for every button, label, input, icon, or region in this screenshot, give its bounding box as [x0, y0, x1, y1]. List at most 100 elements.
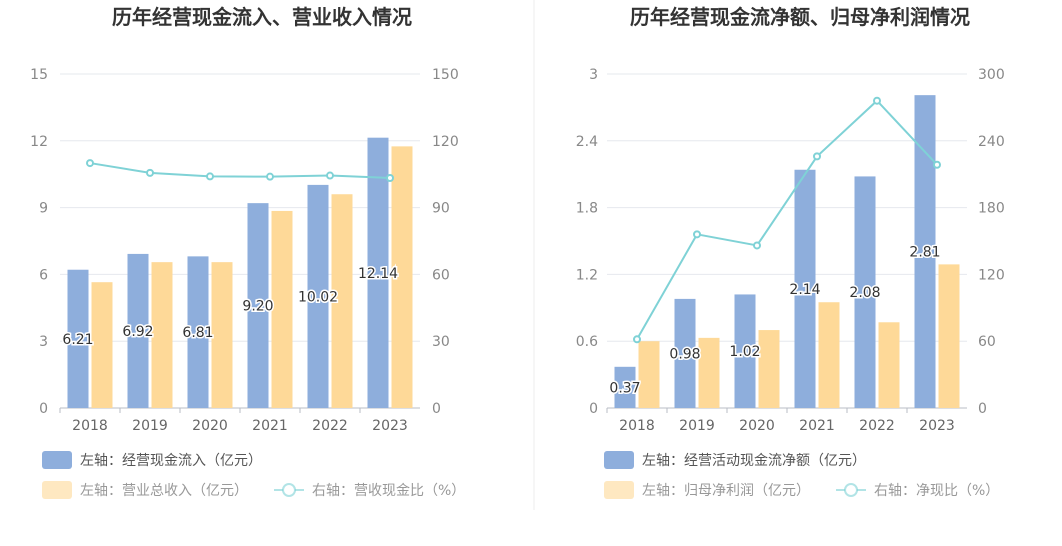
left-axis-tick: 12 [30, 134, 48, 150]
left-axis-tick: 1.8 [576, 201, 598, 217]
x-axis-tick: 2021 [799, 418, 835, 434]
x-axis-tick: 2019 [679, 418, 715, 434]
legend-label: 左轴：经营活动现金流净额（亿元） [642, 453, 866, 469]
right-axis-tick: 240 [978, 134, 1005, 150]
bar-value-label: 9.20 [242, 299, 273, 315]
bar-series-1 [127, 253, 149, 408]
legend-label: 左轴：经营现金流入（亿元） [80, 453, 262, 469]
right-axis-tick: 60 [978, 334, 996, 350]
left-axis-tick: 9 [39, 201, 48, 217]
legend-swatch-bar [604, 481, 634, 499]
bar-value-label: 10.02 [298, 289, 338, 305]
x-axis-tick: 2018 [619, 418, 655, 434]
ratio-point [266, 172, 274, 181]
chart-1: 历年经营现金流入、营业收入情况 0 0 3 30 6 60 9 90 12 120 15 150 2018… [30, 5, 465, 499]
legend-swatch-point [282, 483, 296, 497]
x-axis-tick: 2021 [252, 418, 288, 434]
left-axis-tick: 0.6 [576, 334, 598, 350]
ratio-point [633, 335, 641, 344]
bar-value-label: 6.21 [62, 332, 93, 348]
bar-series-2 [331, 194, 353, 408]
bar-series-1 [914, 95, 936, 409]
legend-label: 右轴：营收现金比（%） [312, 483, 465, 499]
bar-series-1 [794, 169, 816, 408]
x-axis-tick: 2020 [739, 418, 775, 434]
bar-series-2 [938, 264, 960, 408]
bar-series-2 [698, 337, 720, 408]
bar-series-1 [614, 366, 636, 408]
bar-value-label: 1.02 [729, 344, 760, 360]
legend-label: 右轴：净现比（%） [874, 483, 999, 499]
legend-swatch-bar [604, 451, 634, 469]
bar-series-1 [67, 269, 89, 408]
ratio-point [86, 159, 94, 168]
left-axis-tick: 2.4 [576, 134, 598, 150]
bar-series-2 [151, 262, 173, 408]
bar-series-1 [734, 294, 756, 408]
ratio-point [326, 171, 334, 180]
x-axis-tick: 2022 [859, 418, 895, 434]
chart-title: 历年经营现金流入、营业收入情况 [112, 5, 412, 29]
bar-value-label: 6.81 [182, 325, 213, 341]
bar-value-label: 0.37 [609, 380, 640, 396]
bar-value-label: 2.81 [909, 245, 940, 261]
legend-label: 左轴：营业总收入（亿元） [80, 483, 248, 499]
right-axis-tick: 120 [978, 267, 1005, 283]
right-axis-tick: 60 [432, 267, 450, 283]
bar-series-1 [674, 298, 696, 408]
ratio-point [206, 172, 214, 181]
bar-series-2 [271, 210, 293, 408]
bar-series-2 [638, 341, 660, 408]
bar-series-2 [758, 330, 780, 408]
bar-series-2 [211, 262, 233, 408]
left-axis-tick: 3 [589, 67, 598, 83]
legend-swatch-bar [42, 481, 72, 499]
ratio-point [933, 160, 941, 169]
right-axis-tick: 180 [978, 201, 1005, 217]
bar-series-1 [854, 176, 876, 408]
ratio-line [636, 99, 938, 340]
ratio-point [146, 168, 154, 177]
bar-series-2 [878, 322, 900, 408]
ratio-point [873, 96, 881, 105]
right-axis-tick: 0 [978, 401, 987, 417]
ratio-point [813, 152, 821, 161]
left-axis-tick: 6 [39, 267, 48, 283]
x-axis-tick: 2019 [132, 418, 168, 434]
x-axis-tick: 2020 [192, 418, 228, 434]
right-axis-tick: 150 [432, 67, 459, 83]
right-axis-tick: 0 [432, 401, 441, 417]
x-axis-tick: 2023 [919, 418, 955, 434]
x-axis-tick: 2023 [372, 418, 408, 434]
bar-series-2 [818, 302, 840, 408]
right-axis-tick: 90 [432, 201, 450, 217]
bar-series-1 [247, 203, 269, 408]
bar-value-label: 6.92 [122, 324, 153, 340]
bar-value-label: 12.14 [358, 266, 398, 282]
ratio-point [753, 241, 761, 250]
bar-value-label: 2.14 [789, 282, 820, 298]
chart-2: 历年经营现金流净额、归母净利润情况 0 0 0.6 60 1.2 120 1.8 180 2.4 2… [576, 5, 1005, 499]
right-axis-tick: 300 [978, 67, 1005, 83]
x-axis-tick: 2022 [312, 418, 348, 434]
left-axis-tick: 1.2 [576, 267, 598, 283]
right-axis-tick: 120 [432, 134, 459, 150]
right-axis-tick: 30 [432, 334, 450, 350]
bar-series-1 [307, 184, 329, 408]
chart-title: 历年经营现金流净额、归母净利润情况 [630, 5, 970, 29]
bar-series-2 [391, 146, 413, 408]
bar-value-label: 2.08 [849, 285, 880, 301]
ratio-point [386, 173, 394, 182]
ratio-point [693, 230, 701, 239]
left-axis-tick: 15 [30, 67, 48, 83]
left-axis-tick: 0 [39, 401, 48, 417]
bar-series-1 [367, 137, 389, 408]
bar-series-1 [187, 256, 209, 408]
x-axis-tick: 2018 [72, 418, 108, 434]
legend-swatch-point [844, 483, 858, 497]
legend-label: 左轴：归母净利润（亿元） [642, 482, 810, 499]
left-axis-tick: 0 [589, 401, 598, 417]
legend-swatch-bar [42, 451, 72, 469]
